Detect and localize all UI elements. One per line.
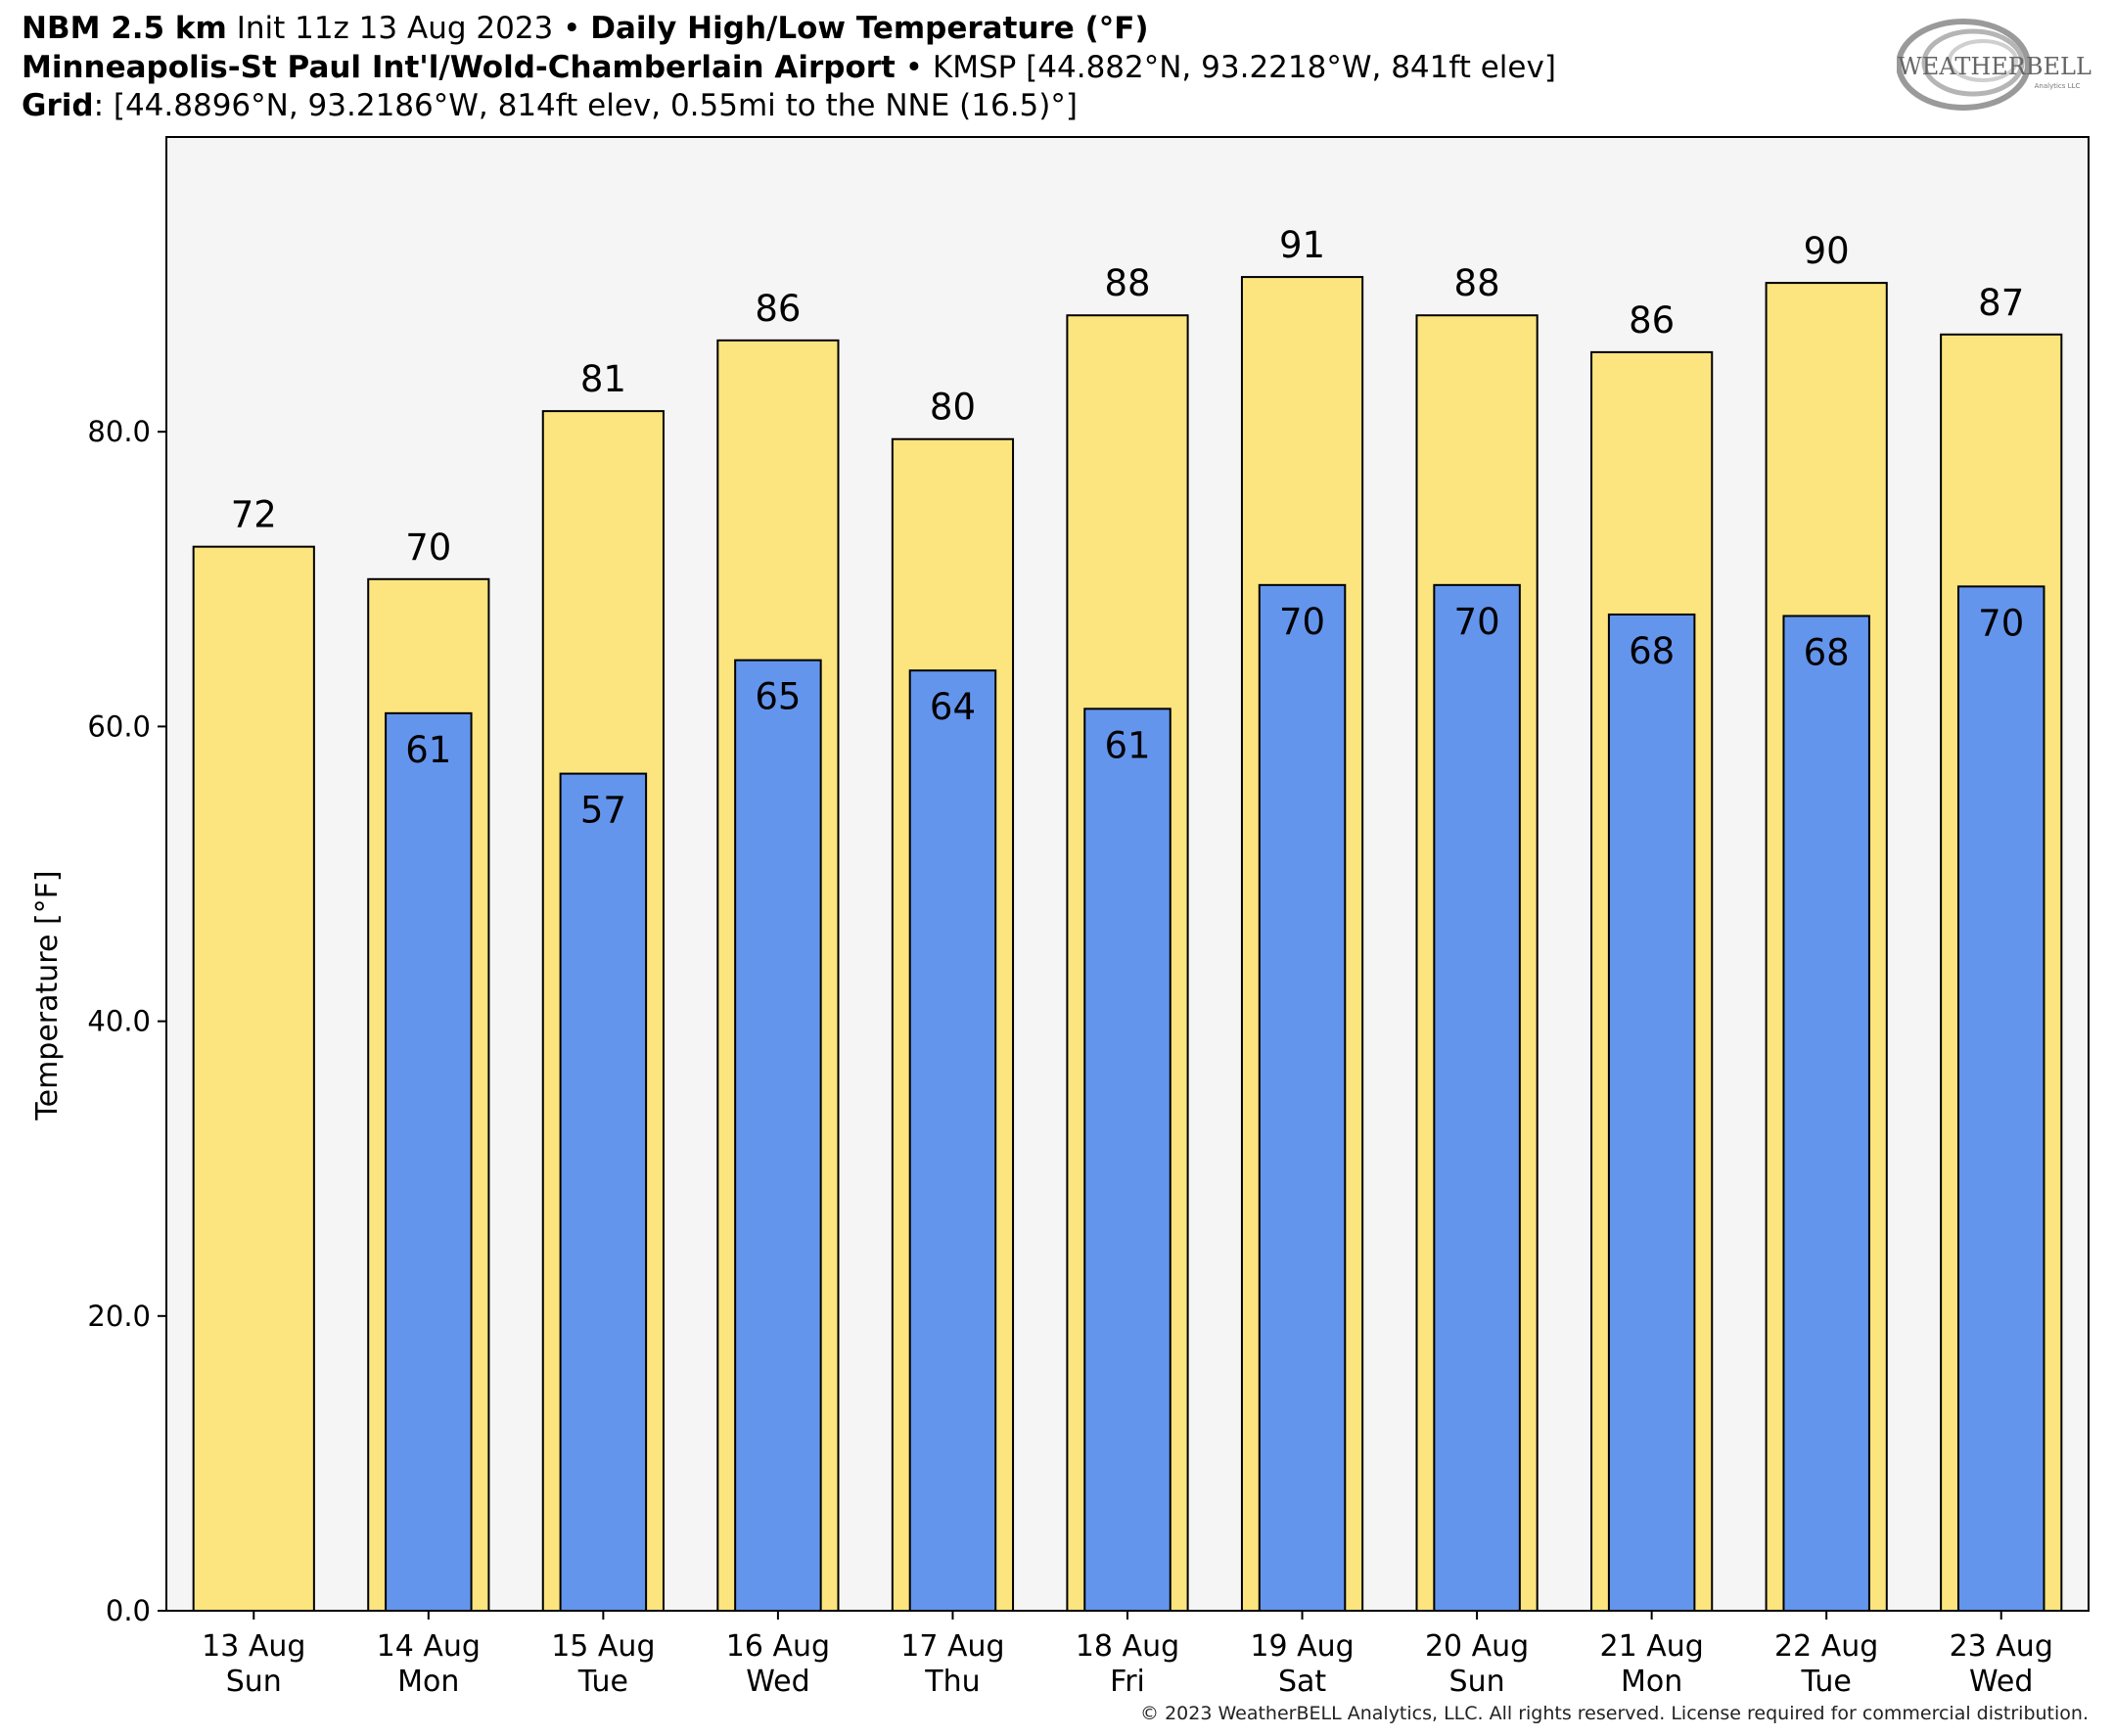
low-bar: [908, 669, 997, 1612]
x-tick-date: 20 Aug: [1425, 1629, 1529, 1664]
svg-text:WEATHERBELL: WEATHERBELL: [1898, 53, 2091, 80]
low-value-label: 68: [1804, 631, 1850, 673]
x-tick-date: 18 Aug: [1076, 1629, 1179, 1664]
x-tick-date: 19 Aug: [1250, 1629, 1354, 1664]
chart-title-line: NBM 2.5 km Init 11z 13 Aug 2023 • Daily …: [22, 10, 1149, 47]
low-value-label: 70: [1279, 601, 1325, 643]
low-bar: [1782, 615, 1870, 1612]
low-value-label: 57: [580, 790, 626, 832]
high-value-label: 90: [1804, 230, 1850, 272]
grid-line: Grid: [44.8896°N, 93.2186°W, 814ft elev,…: [22, 87, 1078, 124]
separator: •: [563, 11, 581, 46]
low-bar: [1258, 583, 1347, 1612]
high-value-label: 91: [1279, 224, 1325, 266]
product-name: Daily High/Low Temperature (°F): [590, 11, 1149, 46]
x-tick-day: Sun: [226, 1665, 282, 1699]
low-value-label: 65: [755, 676, 801, 718]
model-name: NBM 2.5 km: [22, 11, 227, 46]
low-value-label: 68: [1629, 630, 1675, 672]
weatherbell-logo: WEATHERBELL Analytics LLC: [1897, 19, 2091, 111]
x-tick-date: 22 Aug: [1774, 1629, 1878, 1664]
y-tick-label: 20.0: [87, 1300, 151, 1333]
high-value-label: 80: [930, 387, 976, 429]
x-tick-day: Thu: [924, 1665, 980, 1699]
high-value-label: 88: [1454, 262, 1500, 304]
y-axis-label: Temperature [°F]: [30, 870, 65, 1120]
low-bar: [559, 772, 648, 1612]
high-bar: [192, 545, 315, 1613]
high-value-label: 86: [1629, 299, 1675, 342]
init-time: Init 11z 13 Aug 2023: [236, 11, 554, 46]
x-tick-date: 23 Aug: [1950, 1629, 2053, 1664]
high-value-label: 87: [1978, 282, 2024, 324]
y-tick-label: 80.0: [87, 415, 151, 448]
x-tick-date: 14 Aug: [377, 1629, 481, 1664]
low-value-label: 64: [930, 686, 976, 728]
high-value-label: 88: [1104, 262, 1150, 304]
low-value-label: 61: [405, 729, 451, 771]
x-tick-date: 21 Aug: [1599, 1629, 1703, 1664]
x-tick-day: Mon: [397, 1665, 459, 1699]
x-tick-date: 13 Aug: [202, 1629, 305, 1664]
low-value-label: 70: [1978, 602, 2024, 644]
x-tick-date: 17 Aug: [900, 1629, 1004, 1664]
high-value-label: 72: [231, 494, 277, 536]
y-tick-label: 60.0: [87, 709, 151, 743]
copyright-footer: © 2023 WeatherBELL Analytics, LLC. All r…: [1140, 1703, 2089, 1724]
high-value-label: 81: [580, 358, 626, 400]
high-value-label: 86: [755, 288, 801, 330]
grid-info: : [44.8896°N, 93.2186°W, 814ft elev, 0.5…: [93, 88, 1078, 123]
x-tick-day: Tue: [577, 1665, 628, 1699]
low-bar: [1433, 583, 1521, 1612]
grid-label: Grid: [22, 88, 94, 123]
y-tick-label: 40.0: [87, 1005, 151, 1038]
low-value-label: 70: [1454, 601, 1500, 643]
low-bar: [1083, 708, 1172, 1612]
low-value-label: 61: [1104, 724, 1150, 766]
station-line: Minneapolis-St Paul Int'l/Wold-Chamberla…: [22, 49, 1556, 86]
low-bar: [385, 711, 473, 1612]
x-tick-day: Tue: [1801, 1665, 1852, 1699]
x-tick-day: Sat: [1278, 1665, 1326, 1699]
x-tick-date: 15 Aug: [551, 1629, 655, 1664]
separator: •: [904, 50, 924, 85]
station-name: Minneapolis-St Paul Int'l/Wold-Chamberla…: [22, 50, 896, 85]
low-bar: [734, 659, 822, 1612]
x-tick-day: Wed: [1969, 1665, 2033, 1699]
low-bar: [1956, 585, 2045, 1613]
station-info: KMSP [44.882°N, 93.2218°W, 841ft elev]: [932, 50, 1556, 85]
low-bar: [1607, 613, 1696, 1612]
high-value-label: 70: [405, 526, 451, 569]
x-tick-day: Wed: [746, 1665, 809, 1699]
x-tick-date: 16 Aug: [726, 1629, 830, 1664]
y-tick-label: 0.0: [106, 1594, 151, 1627]
x-tick-day: Fri: [1110, 1665, 1145, 1699]
svg-text:Analytics LLC: Analytics LLC: [2035, 82, 2081, 90]
x-tick-day: Mon: [1621, 1665, 1682, 1699]
x-tick-day: Sun: [1449, 1665, 1505, 1699]
